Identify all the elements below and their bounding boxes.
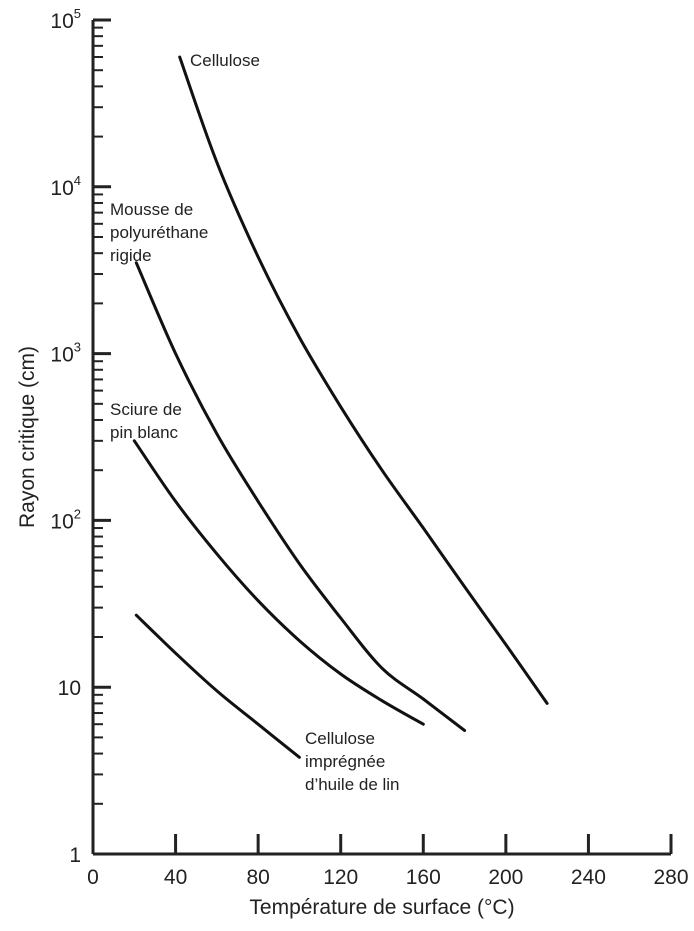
y-tick-label: 1 bbox=[69, 844, 81, 867]
series-label-linseed-oil-cellulose: d’huile de lin bbox=[305, 775, 400, 794]
series-label-polyurethane-foam: Mousse de bbox=[110, 200, 193, 219]
y-tick-label: 10 bbox=[58, 677, 81, 700]
series-label-linseed-oil-cellulose: Cellulose bbox=[305, 729, 375, 748]
y-tick-label: 102 bbox=[50, 506, 81, 533]
y-axis-title: Rayon critique (cm) bbox=[16, 346, 39, 528]
series-line-polyurethane-foam bbox=[134, 261, 467, 732]
y-tick-label: 105 bbox=[50, 6, 81, 33]
series-line-linseed-oil-cellulose bbox=[134, 613, 301, 759]
x-tick-label: 40 bbox=[164, 866, 187, 889]
y-ticks: 1 10 102 103 104 105 bbox=[50, 6, 111, 867]
x-tick-label: 240 bbox=[571, 866, 606, 889]
x-ticks: 0 40 80 120 160 200 240 280 bbox=[87, 834, 689, 889]
series-label-polyurethane-foam: rigide bbox=[110, 246, 152, 265]
labels-layer: Cellulose Mousse de polyuréthane rigide Sciu… bbox=[110, 51, 400, 794]
x-tick-label: 0 bbox=[87, 866, 99, 889]
series-label-white-pine-sawdust: Sciure de bbox=[110, 400, 182, 419]
x-tick-label: 280 bbox=[653, 866, 688, 889]
plot-area bbox=[91, 20, 671, 856]
series-label-cellulose: Cellulose bbox=[190, 51, 260, 70]
series-line-cellulose bbox=[178, 55, 549, 705]
y-tick-label: 103 bbox=[50, 340, 81, 367]
series-label-polyurethane-foam: polyuréthane bbox=[110, 223, 208, 242]
x-tick-label: 200 bbox=[488, 866, 523, 889]
series-label-linseed-oil-cellulose: imprégnée bbox=[305, 752, 385, 771]
series-line-white-pine-sawdust bbox=[132, 439, 425, 726]
series-label-white-pine-sawdust: pin blanc bbox=[110, 423, 179, 442]
y-tick-label: 104 bbox=[50, 173, 81, 200]
series-layer bbox=[132, 55, 549, 759]
x-tick-label: 160 bbox=[406, 866, 441, 889]
x-tick-label: 120 bbox=[323, 866, 358, 889]
x-tick-label: 80 bbox=[246, 866, 269, 889]
x-axis-title: Température de surface (°C) bbox=[249, 896, 514, 919]
